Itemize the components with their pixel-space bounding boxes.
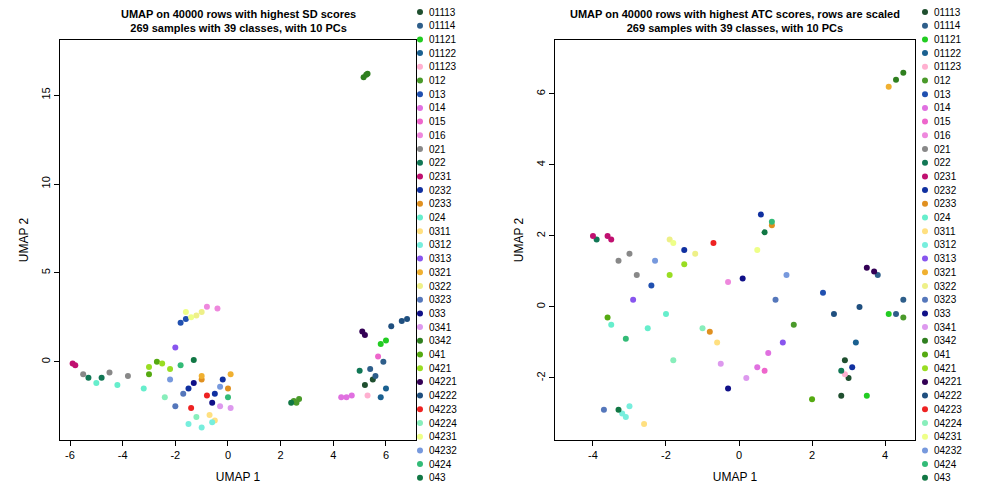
svg-text:01122: 01122 — [429, 48, 457, 59]
svg-text:01121: 01121 — [934, 34, 962, 45]
svg-text:-2: -2 — [535, 371, 547, 381]
svg-text:016: 016 — [934, 130, 951, 141]
svg-text:0312: 0312 — [934, 239, 957, 250]
svg-text:01122: 01122 — [934, 48, 962, 59]
svg-text:033: 033 — [934, 308, 951, 319]
svg-text:-4: -4 — [588, 449, 598, 461]
svg-text:0232: 0232 — [429, 185, 452, 196]
svg-text:014: 014 — [934, 102, 951, 113]
svg-text:01121: 01121 — [429, 34, 457, 45]
svg-text:0233: 0233 — [429, 198, 452, 209]
svg-text:04223: 04223 — [429, 404, 457, 415]
svg-text:0421: 0421 — [934, 363, 957, 374]
svg-text:012: 012 — [429, 75, 446, 86]
svg-text:04222: 04222 — [429, 390, 457, 401]
svg-text:6: 6 — [535, 89, 547, 95]
svg-text:04223: 04223 — [934, 404, 962, 415]
svg-text:0: 0 — [736, 449, 742, 461]
svg-text:04224: 04224 — [934, 418, 962, 429]
svg-text:04221: 04221 — [429, 376, 457, 387]
svg-text:2: 2 — [809, 449, 815, 461]
svg-text:013: 013 — [429, 89, 446, 100]
svg-text:4: 4 — [330, 449, 336, 461]
svg-text:10: 10 — [40, 176, 52, 188]
svg-text:-6: -6 — [65, 449, 75, 461]
svg-text:021: 021 — [429, 144, 446, 155]
svg-text:033: 033 — [429, 308, 446, 319]
svg-text:-2: -2 — [170, 449, 180, 461]
svg-text:01123: 01123 — [934, 61, 962, 72]
svg-text:0321: 0321 — [934, 267, 957, 278]
svg-text:15: 15 — [40, 87, 52, 99]
svg-text:0424: 0424 — [934, 459, 957, 470]
svg-text:UMAP 1: UMAP 1 — [216, 470, 261, 484]
svg-text:0322: 0322 — [429, 281, 452, 292]
svg-text:012: 012 — [934, 75, 951, 86]
svg-text:041: 041 — [429, 349, 446, 360]
svg-text:UMAP 2: UMAP 2 — [17, 217, 31, 262]
svg-text:01113: 01113 — [429, 7, 456, 18]
svg-text:0313: 0313 — [429, 253, 452, 264]
svg-text:0323: 0323 — [429, 294, 452, 305]
svg-text:015: 015 — [934, 116, 951, 127]
svg-text:0311: 0311 — [934, 226, 956, 237]
svg-text:01114: 01114 — [429, 20, 456, 31]
svg-text:04222: 04222 — [934, 390, 962, 401]
svg-text:2: 2 — [278, 449, 284, 461]
svg-text:0311: 0311 — [429, 226, 451, 237]
svg-text:0323: 0323 — [934, 294, 957, 305]
svg-text:UMAP on 40000 rows with highes: UMAP on 40000 rows with highest SD score… — [121, 8, 356, 34]
svg-text:0424: 0424 — [429, 459, 452, 470]
svg-text:041: 041 — [934, 349, 951, 360]
svg-text:0322: 0322 — [934, 281, 957, 292]
svg-text:UMAP 1: UMAP 1 — [713, 470, 758, 484]
svg-text:014: 014 — [429, 102, 446, 113]
svg-text:UMAP 2: UMAP 2 — [512, 217, 526, 262]
svg-text:-4: -4 — [118, 449, 128, 461]
svg-text:022: 022 — [934, 157, 951, 168]
svg-text:0341: 0341 — [934, 322, 957, 333]
svg-text:0: 0 — [535, 302, 547, 308]
svg-text:01123: 01123 — [429, 61, 457, 72]
svg-text:6: 6 — [383, 449, 389, 461]
svg-text:0341: 0341 — [429, 322, 452, 333]
svg-text:0313: 0313 — [934, 253, 957, 264]
svg-text:04221: 04221 — [934, 376, 962, 387]
svg-text:01113: 01113 — [934, 7, 961, 18]
svg-text:04232: 04232 — [429, 445, 457, 456]
svg-text:0231: 0231 — [429, 171, 452, 182]
svg-text:UMAP on 40000 rows with highes: UMAP on 40000 rows with highest ATC scor… — [570, 8, 900, 34]
svg-text:043: 043 — [934, 472, 951, 483]
svg-text:015: 015 — [429, 116, 446, 127]
svg-text:043: 043 — [429, 472, 446, 483]
svg-text:04231: 04231 — [429, 431, 457, 442]
svg-text:5: 5 — [40, 268, 52, 274]
svg-text:0: 0 — [225, 449, 231, 461]
svg-text:024: 024 — [934, 212, 951, 223]
svg-text:04231: 04231 — [934, 431, 962, 442]
svg-text:04224: 04224 — [429, 418, 457, 429]
svg-text:0: 0 — [40, 357, 52, 363]
svg-text:022: 022 — [429, 157, 446, 168]
svg-text:021: 021 — [934, 144, 951, 155]
svg-text:-2: -2 — [661, 449, 671, 461]
svg-text:4: 4 — [882, 449, 888, 461]
svg-text:01114: 01114 — [934, 20, 961, 31]
svg-text:0231: 0231 — [934, 171, 957, 182]
svg-text:0233: 0233 — [934, 198, 957, 209]
svg-text:0421: 0421 — [429, 363, 452, 374]
svg-text:0342: 0342 — [934, 335, 957, 346]
svg-text:0312: 0312 — [429, 239, 452, 250]
svg-text:0232: 0232 — [934, 185, 957, 196]
svg-text:0321: 0321 — [429, 267, 452, 278]
svg-text:0342: 0342 — [429, 335, 452, 346]
svg-text:04232: 04232 — [934, 445, 962, 456]
svg-text:4: 4 — [535, 160, 547, 166]
svg-text:024: 024 — [429, 212, 446, 223]
svg-text:2: 2 — [535, 231, 547, 237]
svg-text:016: 016 — [429, 130, 446, 141]
svg-text:013: 013 — [934, 89, 951, 100]
